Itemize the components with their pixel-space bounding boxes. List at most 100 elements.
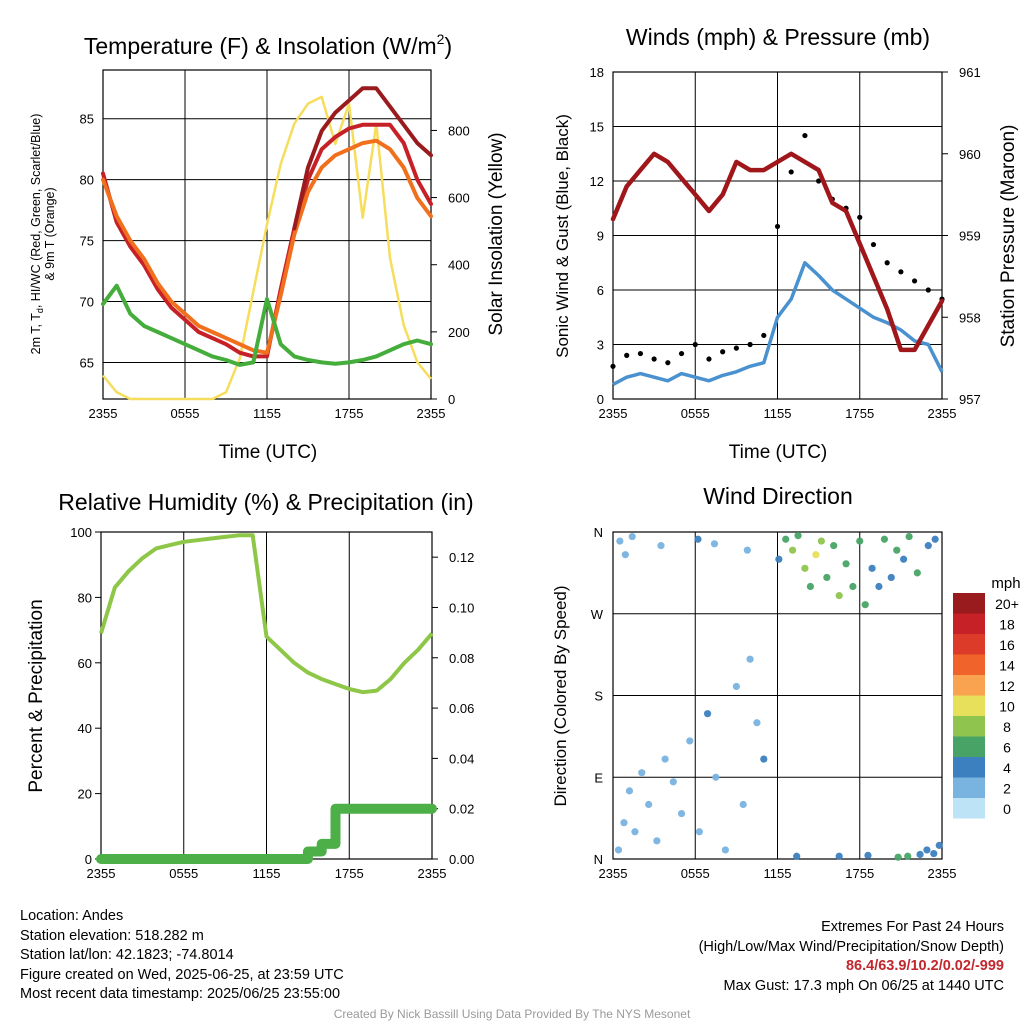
precip-line [96, 803, 437, 864]
temperature-title: Temperature (F) & Insolation (W/m2) [84, 31, 452, 59]
humidity-x-tick-label: 2355 [418, 866, 447, 881]
humidity-x-tick-label: 2355 [87, 866, 116, 881]
gust-point [651, 356, 657, 362]
figure-created: Figure created on Wed, 2025-06-25, at 23… [20, 966, 344, 983]
gust-point [870, 241, 877, 248]
direction-point [905, 532, 913, 541]
direction-point [812, 551, 820, 559]
direction-point [753, 719, 761, 727]
gust-point [788, 169, 794, 175]
direction-panel: Wind Direction Direction (Colored By Spe… [551, 483, 1021, 881]
direction-point [835, 852, 843, 860]
winds-y-tick-label: 0 [597, 392, 604, 407]
temperature-y-label: 2m T, Td, HI/WC (Red, Green, Scarlet/Blu… [29, 114, 45, 355]
temperature-y-tick-label: 85 [80, 112, 94, 127]
direction-point [931, 535, 939, 543]
legend-swatch [953, 634, 985, 655]
direction-y-label: Direction (Colored By Speed) [551, 585, 570, 806]
winds-title: Winds (mph) & Pressure (mb) [626, 24, 930, 50]
pressure-y-label: Station Pressure (Maroon) [998, 125, 1019, 348]
humidity-panel: Relative Humidity (%) & Precipitation (i… [26, 489, 474, 881]
legend-swatch [953, 675, 985, 696]
direction-x-tick-label: 2355 [599, 866, 628, 881]
gust-point [857, 214, 863, 220]
direction-point [830, 542, 838, 550]
humidity-y-tick-label: 40 [78, 721, 92, 736]
direction-point [739, 800, 747, 809]
humidity-y-tick-label: 60 [78, 656, 92, 671]
insolation-y-tick-label: 200 [448, 325, 470, 340]
gust-point [911, 278, 918, 284]
temperature-y-tick-label: 75 [80, 234, 94, 249]
direction-point [893, 546, 901, 554]
station-info: Location: Andes Station elevation: 518.2… [20, 907, 344, 1005]
direction-point [620, 819, 628, 827]
direction-point [638, 769, 646, 777]
legend-swatch [953, 613, 985, 634]
winds-y-label: Sonic Wind & Gust (Blue, Black) [553, 114, 572, 358]
winds-y-tick-label: 12 [590, 174, 604, 189]
gust-point [637, 350, 644, 357]
direction-point [686, 737, 694, 745]
winds-frame [612, 71, 943, 400]
direction-point [732, 682, 740, 691]
temperature-y-tick-label: 65 [80, 355, 94, 370]
direction-y-tick-label: W [591, 607, 604, 622]
direction-point [923, 846, 931, 854]
precip-y-tick-label: 0.08 [449, 651, 474, 666]
temperature-x-tick-label: 0555 [171, 406, 200, 421]
direction-point [760, 755, 768, 763]
gust-point [706, 356, 712, 362]
temperature-panel: Temperature (F) & Insolation (W/m2) Time… [29, 31, 507, 463]
gust-point [624, 352, 630, 358]
direction-y-tick-label: N [594, 525, 603, 540]
direction-point [924, 542, 932, 550]
direction-frame [612, 531, 943, 860]
pressure-y-tick-label: 960 [959, 147, 981, 162]
temperature-frame [102, 69, 432, 400]
legend-label: 20+ [995, 596, 1019, 612]
direction-point [856, 537, 864, 545]
direction-point [628, 532, 636, 541]
temperature-x-label: Time (UTC) [219, 442, 318, 463]
direction-point [631, 828, 639, 836]
direction-point [864, 851, 872, 859]
winds-x-tick-label: 2355 [599, 406, 628, 421]
humidity-y-tick-label: 80 [78, 590, 92, 605]
humidity-y-tick-label: 20 [78, 787, 92, 802]
winds-y-tick-label: 18 [590, 65, 604, 80]
direction-point [794, 532, 802, 540]
direction-x-tick-label: 1155 [764, 866, 792, 881]
precip-y-tick-label: 0.10 [449, 600, 474, 615]
winds-y-tick-label: 15 [590, 120, 604, 135]
legend-label: 2 [1003, 781, 1011, 797]
direction-point [614, 846, 623, 854]
gust-point [692, 341, 698, 348]
direction-point [849, 582, 857, 591]
winds-x-label: Time (UTC) [729, 442, 828, 463]
direction-point [806, 582, 815, 591]
gust-point [925, 287, 931, 293]
gust-point [610, 363, 616, 369]
direction-title: Wind Direction [703, 483, 853, 509]
temperature-y-tick-label: 80 [80, 173, 94, 188]
gust-point [774, 223, 781, 230]
gust-point [747, 341, 753, 348]
direction-point [645, 800, 653, 809]
gust-point [665, 360, 671, 366]
legend-swatch [953, 695, 985, 716]
temperature-x-tick-label: 1155 [253, 406, 281, 421]
direction-point [823, 573, 831, 582]
humidity-y-tick-label: 100 [70, 525, 92, 540]
legend-label: 12 [999, 678, 1015, 694]
credit-line: Created By Nick Bassill Using Data Provi… [333, 1007, 691, 1021]
temperature-x-tick-label: 2355 [417, 406, 446, 421]
precip-y-tick-label: 0.12 [449, 550, 474, 565]
direction-point [743, 546, 751, 554]
gust-point [678, 350, 685, 357]
extremes-info: Extremes For Past 24 Hours (High/Low/Max… [699, 918, 1004, 996]
direction-point [669, 778, 677, 786]
direction-point [793, 852, 801, 860]
direction-point [703, 710, 712, 718]
